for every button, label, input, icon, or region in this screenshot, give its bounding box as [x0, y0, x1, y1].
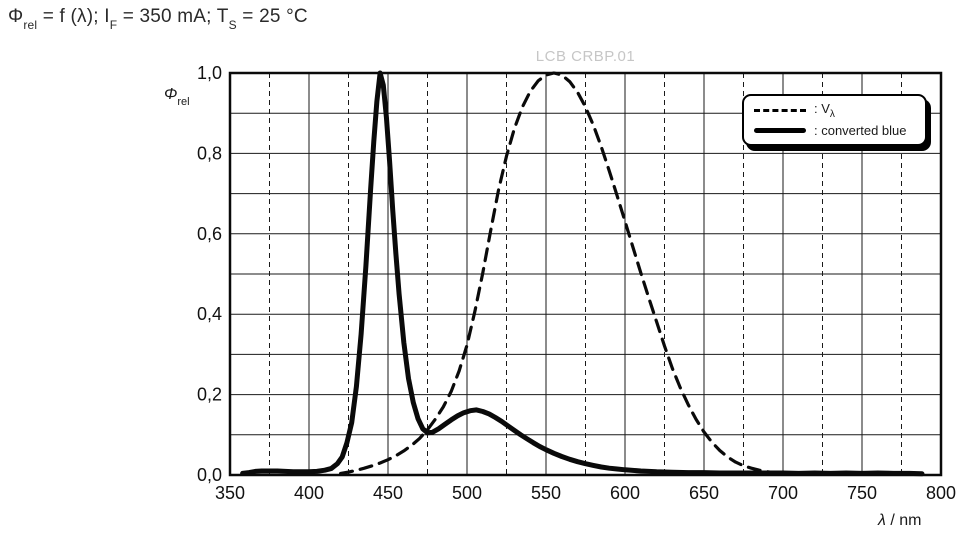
x-tick-label: 650 — [689, 483, 719, 503]
watermark-text: LCB CRBP.01 — [535, 48, 636, 65]
chart-title: Φrel = f (λ); IF = 350 mA; TS = 25 °C — [8, 6, 308, 32]
legend-box: : Vλ : converted blue — [742, 94, 927, 146]
y-tick-label: 1,0 — [197, 63, 222, 83]
x-tick-label: 750 — [847, 483, 877, 503]
curve-converted-blue — [240, 70, 925, 477]
curve-v- — [339, 71, 785, 475]
x-tick-label: 400 — [294, 483, 324, 503]
legend-v-prefix: : V — [814, 100, 830, 116]
x-axis-unit: / nm — [885, 512, 922, 529]
title-phi-subscript: rel — [23, 17, 38, 32]
y-axis-label: Φrel — [164, 86, 190, 109]
y-axis-phi-symbol: Φ — [164, 86, 178, 103]
solid-line-sample — [754, 127, 806, 133]
y-tick-label: 0,8 — [197, 143, 222, 163]
y-tick-label: 0,4 — [197, 304, 222, 324]
title-if-subscript: F — [109, 17, 118, 32]
title-segment-1: = f (λ); I — [37, 6, 110, 27]
legend-item-v-lambda: : Vλ — [744, 100, 925, 121]
x-tick-label: 800 — [926, 483, 956, 503]
title-segment-2: = 350 mA; T — [117, 6, 229, 27]
title-ts-subscript: S — [228, 17, 237, 32]
dashed-line-sample — [754, 108, 806, 112]
x-tick-label: 550 — [531, 483, 561, 503]
x-tick-label: 450 — [373, 483, 403, 503]
x-tick-label: 700 — [768, 483, 798, 503]
x-axis-lambda-symbol: λ — [878, 512, 886, 529]
x-tick-label: 500 — [452, 483, 482, 503]
legend-label-converted-blue: : converted blue — [814, 122, 907, 138]
legend-v-subscript: λ — [829, 109, 835, 121]
title-segment-3: = 25 °C — [236, 6, 308, 27]
legend-item-converted-blue: : converted blue — [744, 122, 925, 139]
y-axis-subscript: rel — [177, 96, 190, 109]
legend-label-v-lambda: : Vλ — [814, 100, 835, 121]
x-tick-label: 600 — [610, 483, 640, 503]
x-tick-label: 350 — [215, 483, 245, 503]
y-tick-label: 0,6 — [197, 224, 222, 244]
y-tick-label: 0,0 — [197, 465, 222, 485]
y-tick-label: 0,2 — [197, 385, 222, 405]
title-phi-symbol: Φ — [8, 6, 24, 27]
x-axis-label: λ / nm — [878, 512, 921, 530]
